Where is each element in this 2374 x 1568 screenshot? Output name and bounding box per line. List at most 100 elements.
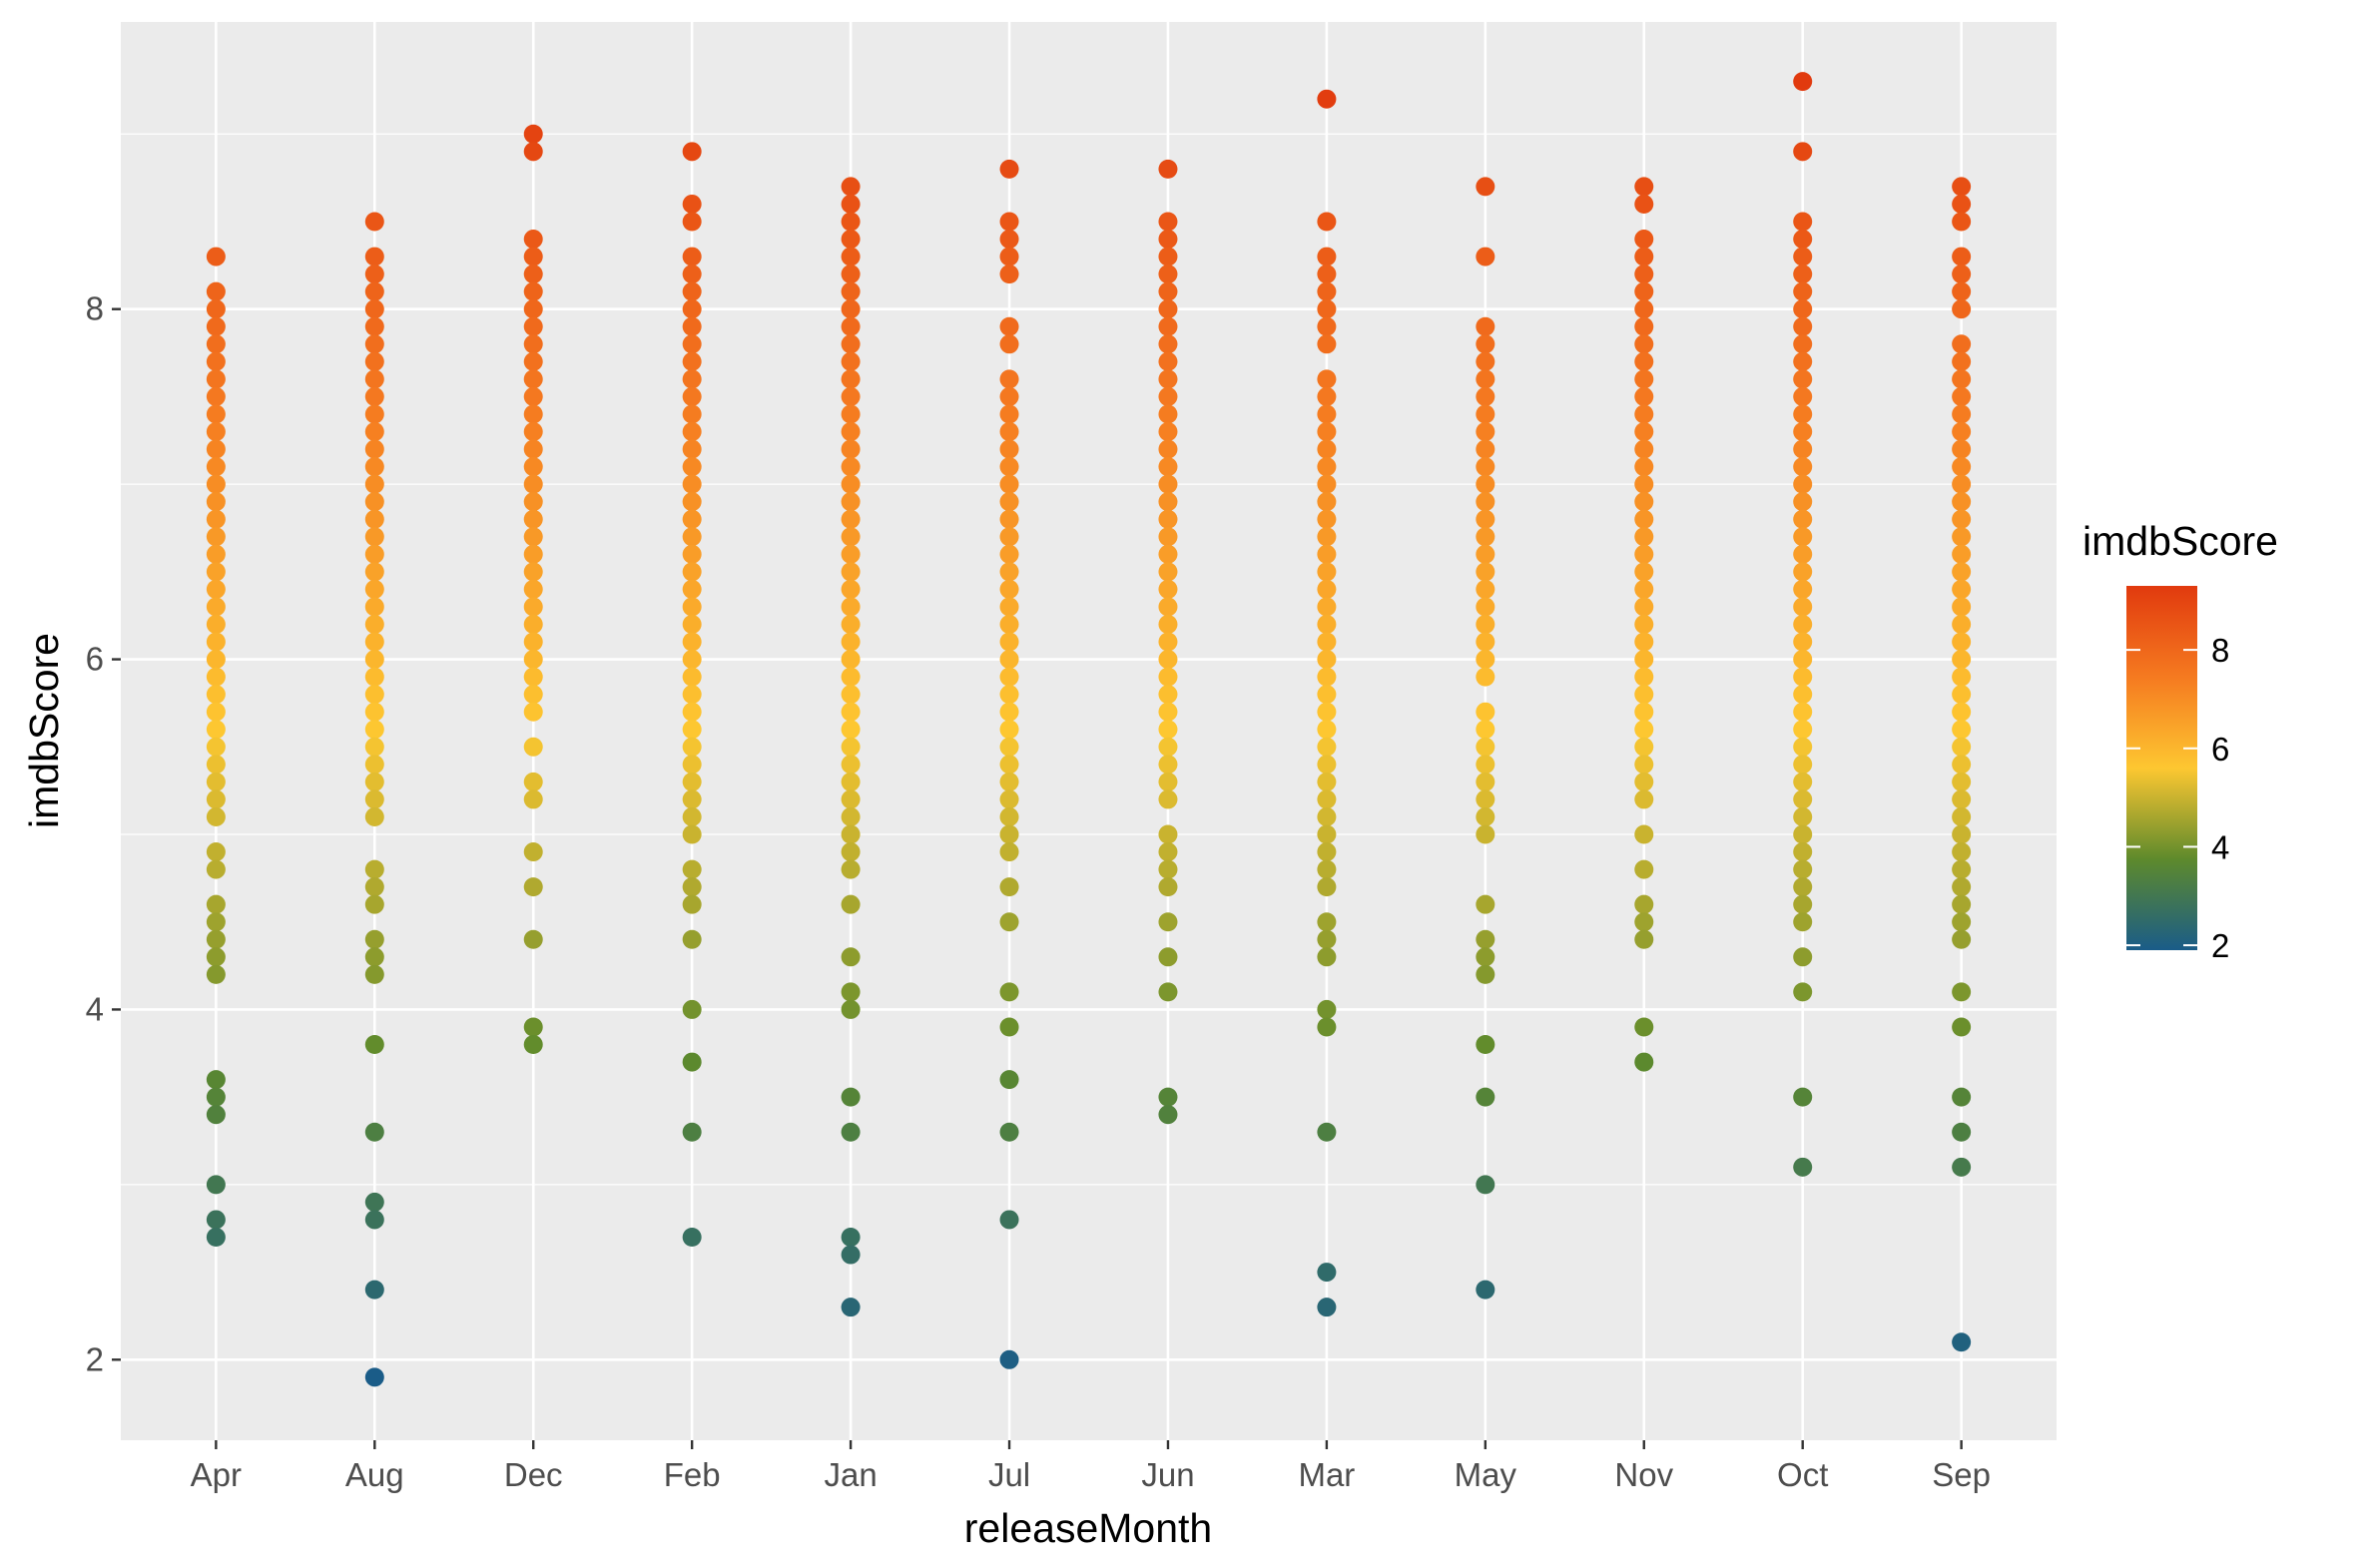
data-point (842, 317, 861, 336)
data-point (524, 299, 543, 318)
data-point (1793, 842, 1812, 861)
data-point (1000, 615, 1019, 634)
data-point (1000, 825, 1019, 844)
data-point (1952, 789, 1971, 808)
data-point (1476, 369, 1494, 388)
data-point (1793, 404, 1812, 423)
data-point (842, 895, 861, 914)
data-point (1476, 317, 1494, 336)
data-point (842, 248, 861, 266)
data-point (1000, 650, 1019, 669)
data-point (1476, 773, 1494, 791)
data-point (1317, 248, 1336, 266)
x-tick-label: Oct (1777, 1456, 1828, 1493)
data-point (1317, 1263, 1336, 1282)
data-point (1952, 212, 1971, 231)
data-point (1952, 633, 1971, 652)
data-point (1476, 720, 1494, 739)
data-point (1317, 842, 1336, 861)
data-point (1634, 668, 1653, 687)
data-point (207, 755, 226, 774)
data-point (842, 230, 861, 249)
data-point (524, 633, 543, 652)
data-point (842, 982, 861, 1001)
data-point (842, 738, 861, 757)
data-point (1952, 650, 1971, 669)
data-point (524, 248, 543, 266)
data-point (207, 807, 226, 826)
data-point (1634, 633, 1653, 652)
data-point (1793, 562, 1812, 581)
data-point (1476, 825, 1494, 844)
x-axis: Apr Aug Dec Feb Jan Jul Jun Mar May Nov Oct Sep (191, 1440, 1991, 1493)
data-point (1317, 668, 1336, 687)
data-point (1000, 264, 1019, 283)
data-point (1793, 895, 1812, 914)
data-point (842, 422, 861, 441)
data-point (1000, 597, 1019, 616)
data-point (1793, 212, 1812, 231)
data-point (1158, 912, 1177, 931)
data-point (524, 317, 543, 336)
data-point (1634, 703, 1653, 722)
data-point (1634, 685, 1653, 704)
data-point (842, 633, 861, 652)
data-point (683, 195, 702, 214)
data-point (1317, 334, 1336, 353)
data-point (1158, 562, 1177, 581)
data-point (1000, 334, 1019, 353)
data-point (842, 212, 861, 231)
y-tick-label: 4 (86, 990, 104, 1027)
data-point (1793, 982, 1812, 1001)
data-point (842, 720, 861, 739)
data-point (365, 633, 384, 652)
data-point (1000, 685, 1019, 704)
data-point (842, 264, 861, 283)
data-point (1634, 475, 1653, 494)
data-point (1000, 457, 1019, 476)
data-point (1317, 947, 1336, 966)
data-point (1000, 562, 1019, 581)
data-point (683, 668, 702, 687)
data-point (1634, 527, 1653, 546)
data-point (1000, 773, 1019, 791)
data-point (1952, 177, 1971, 196)
data-point (1000, 1017, 1019, 1036)
data-point (1317, 492, 1336, 511)
data-point (1158, 369, 1177, 388)
data-point (1793, 248, 1812, 266)
data-point (1476, 807, 1494, 826)
data-point (1634, 387, 1653, 406)
data-point (365, 457, 384, 476)
data-point (683, 1000, 702, 1019)
data-point (1952, 1332, 1971, 1351)
data-point (1158, 527, 1177, 546)
data-point (207, 912, 226, 931)
data-point (1158, 248, 1177, 266)
data-point (1317, 773, 1336, 791)
data-point (1317, 545, 1336, 564)
data-point (1476, 527, 1494, 546)
data-point (842, 404, 861, 423)
data-point (524, 475, 543, 494)
data-point (207, 562, 226, 581)
data-point (365, 807, 384, 826)
data-point (842, 1228, 861, 1247)
data-point (1793, 720, 1812, 739)
data-point (842, 825, 861, 844)
data-point (1317, 457, 1336, 476)
data-point (1952, 562, 1971, 581)
data-point (842, 387, 861, 406)
data-point (1634, 650, 1653, 669)
data-point (1000, 527, 1019, 546)
data-point (1158, 633, 1177, 652)
data-point (842, 668, 861, 687)
data-point (1476, 580, 1494, 599)
data-point (207, 1210, 226, 1229)
data-point (1952, 195, 1971, 214)
data-point (1000, 668, 1019, 687)
data-point (207, 738, 226, 757)
data-point (365, 685, 384, 704)
data-point (365, 282, 384, 301)
data-point (1476, 334, 1494, 353)
